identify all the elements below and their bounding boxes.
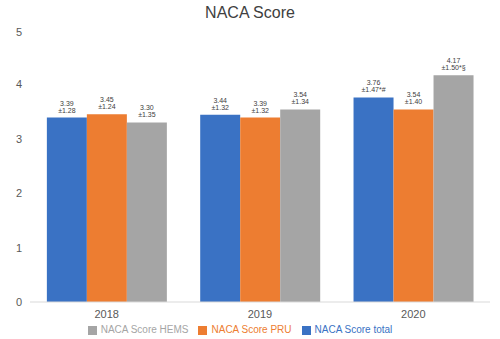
svg-text:3.54±1.40: 3.54±1.40 — [405, 91, 423, 105]
html-text:NACA Score HEMS: NACA Score HEMS — [100, 324, 189, 335]
svg-text:2019: 2019 — [248, 308, 272, 320]
svg-text:3: 3 — [16, 133, 22, 145]
svg-text:3.39±1.28: 3.39±1.28 — [58, 100, 76, 114]
svg-text:0: 0 — [16, 296, 22, 308]
svg-text:4.17±1.50*§: 4.17±1.50*§ — [441, 57, 465, 71]
svg-text:3.30±1.35: 3.30±1.35 — [138, 104, 156, 118]
html-text:NACA Score: NACA Score — [205, 4, 295, 21]
svg-text:1: 1 — [16, 242, 22, 254]
html-text:NACA Score PRU: NACA Score PRU — [211, 324, 292, 335]
svg-text:3.54±1.34: 3.54±1.34 — [291, 91, 309, 105]
svg-text:3.39±1.32: 3.39±1.32 — [251, 100, 269, 114]
svg-text:4: 4 — [16, 78, 22, 90]
svg-text:2020: 2020 — [401, 308, 425, 320]
svg-text:5: 5 — [16, 26, 22, 38]
svg-text:3.76±1.47*#: 3.76±1.47*# — [361, 79, 385, 93]
svg-text:2018: 2018 — [94, 308, 118, 320]
html-text:NACA Score total: NACA Score total — [314, 324, 393, 335]
svg-text:3.45±1.24: 3.45±1.24 — [98, 96, 116, 110]
svg-text:2: 2 — [16, 187, 22, 199]
svg-text:3.44±1.32: 3.44±1.32 — [211, 97, 229, 111]
